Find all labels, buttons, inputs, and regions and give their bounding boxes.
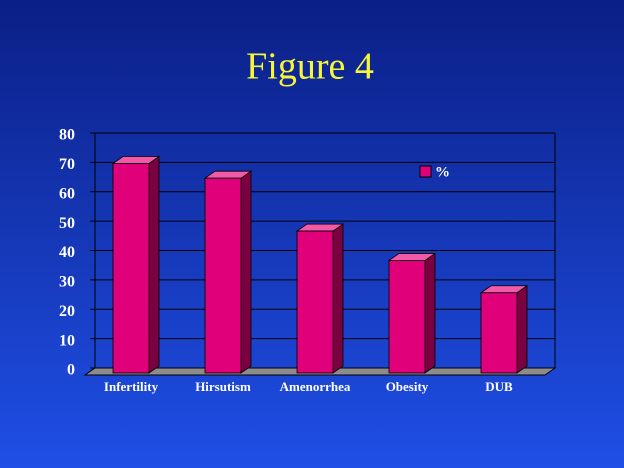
y-tick-label: 70 xyxy=(59,156,75,173)
bar-side xyxy=(516,284,528,374)
bar xyxy=(295,223,345,374)
bar-front xyxy=(296,230,334,374)
chart-title: Figure 4 xyxy=(246,46,374,88)
bar-front xyxy=(204,177,242,374)
bar-side xyxy=(424,252,436,374)
y-tick-label: 50 xyxy=(59,215,75,232)
bar-front xyxy=(480,292,518,374)
y-tick-label: 20 xyxy=(59,303,75,320)
bar xyxy=(203,170,253,374)
bar xyxy=(387,252,437,374)
x-tick-label: Infertility xyxy=(104,379,159,394)
legend-swatch xyxy=(419,165,432,178)
y-tick-label: 0 xyxy=(67,362,75,379)
bar-side xyxy=(240,170,252,374)
bar-front xyxy=(388,260,426,374)
x-tick-label: Amenorrhea xyxy=(280,379,351,394)
x-tick-label: DUB xyxy=(485,379,513,394)
y-tick-label: 10 xyxy=(59,332,75,349)
bar xyxy=(111,155,161,374)
bar-front xyxy=(112,163,150,374)
y-tick-label: 30 xyxy=(59,274,75,291)
x-tick-label: Obesity xyxy=(386,379,429,394)
bar-side xyxy=(148,155,160,374)
y-tick-label: 60 xyxy=(59,185,75,202)
y-tick-label: 40 xyxy=(59,244,75,261)
x-tick-label: Hirsutism xyxy=(195,379,251,394)
bar-side xyxy=(332,223,344,374)
y-tick-label: 80 xyxy=(59,127,75,144)
bar xyxy=(479,284,529,374)
legend-label: % xyxy=(435,164,450,180)
